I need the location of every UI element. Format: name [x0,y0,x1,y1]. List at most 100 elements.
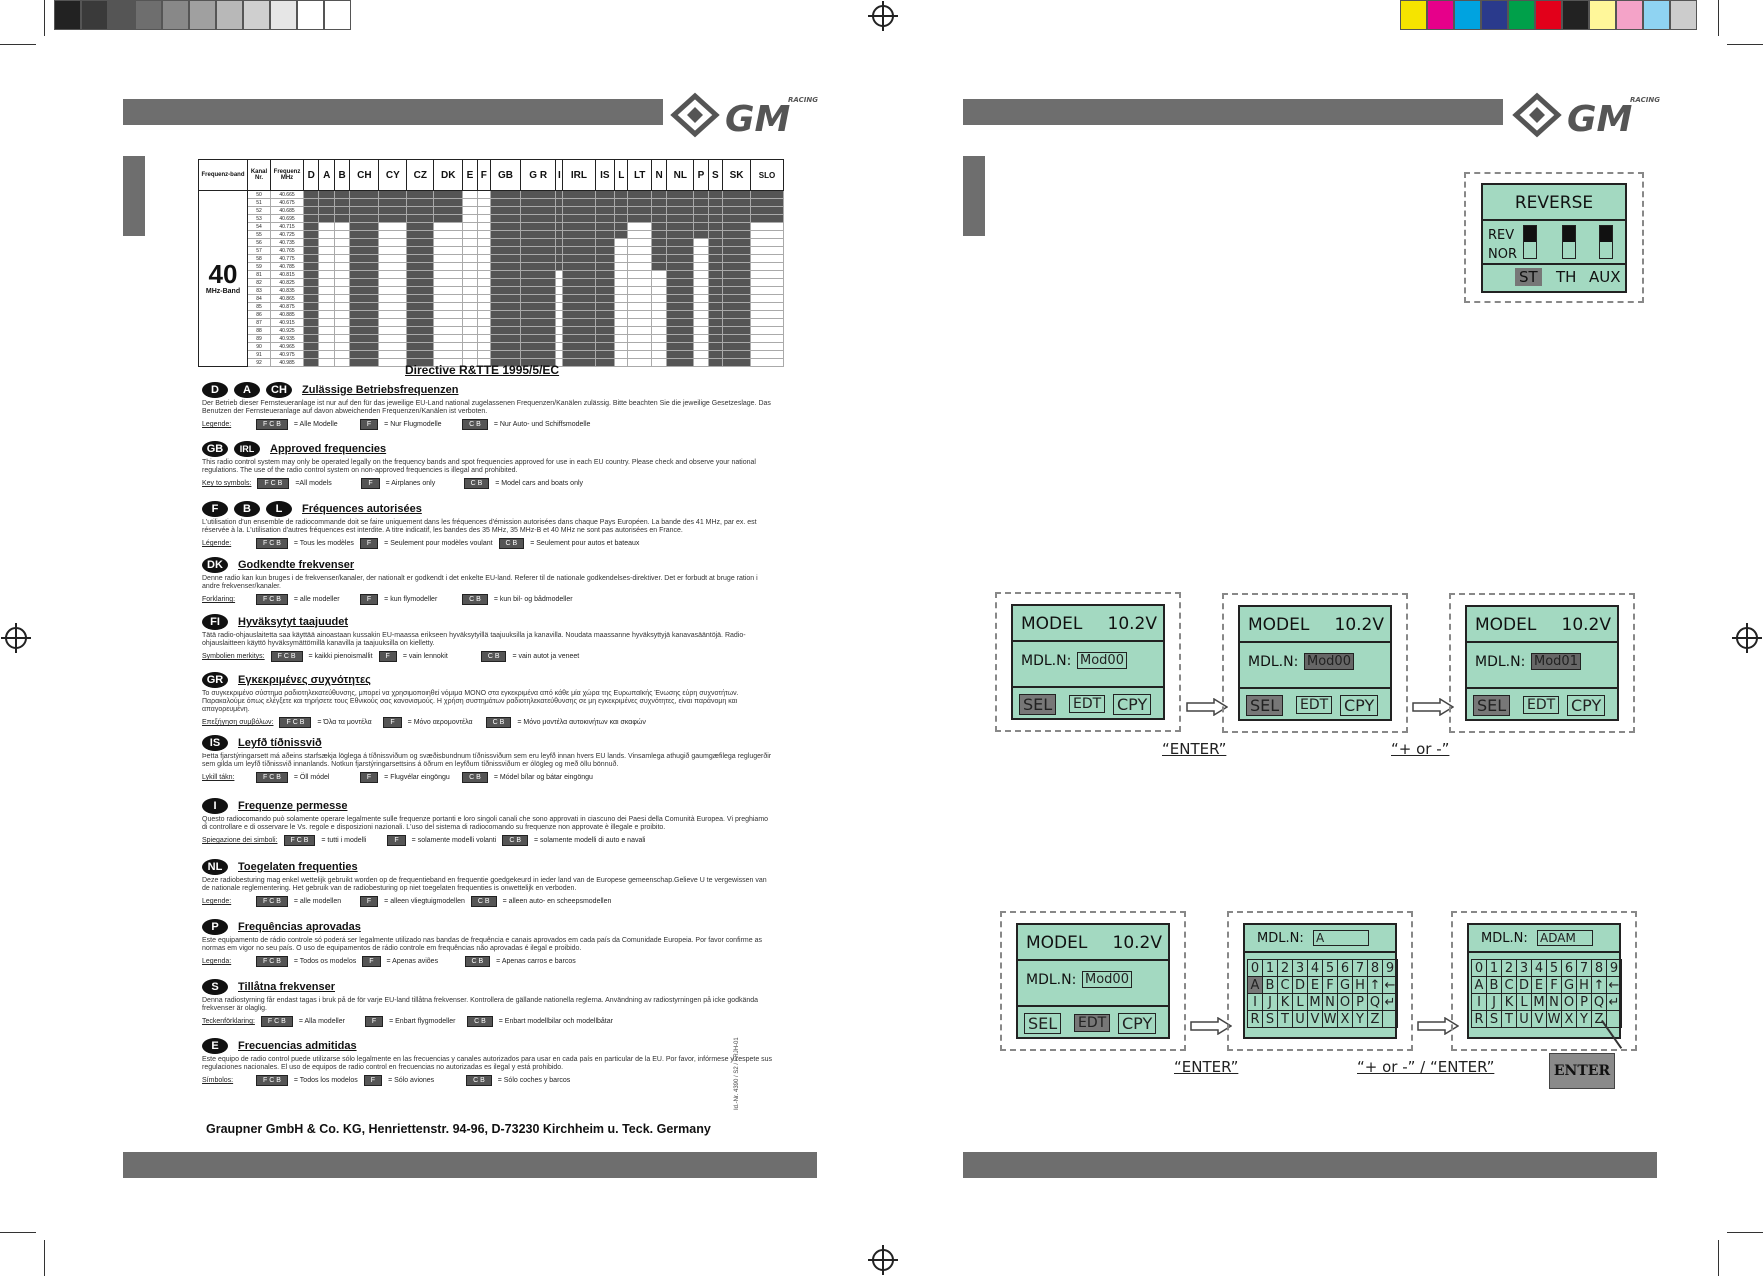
sel-button[interactable]: SEL [1019,694,1057,715]
keyboard-key[interactable]: 8 [1592,960,1607,977]
keyboard-key[interactable]: I [1472,994,1487,1011]
keyboard-key[interactable]: P [1577,994,1592,1011]
channel-aux[interactable]: AUX [1589,268,1621,286]
keyboard-key[interactable]: L [1293,994,1308,1011]
keyboard-key[interactable]: 6 [1562,960,1577,977]
keyboard-key[interactable]: J [1263,994,1278,1011]
keyboard-key[interactable]: K [1278,994,1293,1011]
keyboard-key[interactable]: 7 [1577,960,1592,977]
keyboard-key[interactable]: U [1293,1011,1308,1028]
keyboard-key[interactable]: 2 [1278,960,1293,977]
keyboard-key[interactable] [1607,1011,1622,1028]
model-name-field[interactable]: Mod00 [1304,653,1354,670]
keyboard-key[interactable]: M [1308,994,1323,1011]
keyboard-key[interactable]: Y [1353,1011,1368,1028]
keyboard-key[interactable]: B [1263,977,1278,994]
edt-button[interactable]: EDT [1523,696,1560,714]
keyboard-key[interactable]: U [1517,1011,1532,1028]
keyboard-key[interactable]: 9 [1383,960,1398,977]
keyboard-key[interactable]: W [1547,1011,1562,1028]
keyboard-key[interactable]: 9 [1607,960,1622,977]
channel-st[interactable]: ST [1515,268,1542,286]
keyboard-key[interactable]: C [1278,977,1293,994]
keyboard-key[interactable]: 1 [1487,960,1502,977]
keyboard-key[interactable]: ↑ [1368,977,1383,994]
keyboard-key[interactable]: 7 [1353,960,1368,977]
keyboard-key[interactable]: 6 [1338,960,1353,977]
keyboard-key[interactable]: D [1293,977,1308,994]
keyboard-key[interactable]: 4 [1532,960,1547,977]
keyboard-key[interactable]: R [1472,1011,1487,1028]
switch-th[interactable] [1562,225,1576,259]
keyboard-key[interactable]: K [1502,994,1517,1011]
model-name-field[interactable]: Mod01 [1531,653,1581,670]
cpy-button[interactable]: CPY [1113,694,1152,715]
keyboard-key[interactable]: Q [1368,994,1383,1011]
cpy-button[interactable]: CPY [1567,695,1606,716]
keyboard-key[interactable]: I [1248,994,1263,1011]
keyboard-key[interactable]: V [1532,1011,1547,1028]
sel-button[interactable]: SEL [1246,695,1284,716]
model-name-field[interactable]: Mod00 [1082,971,1132,988]
model-name-field[interactable]: Mod00 [1077,652,1127,669]
edt-button[interactable]: EDT [1074,1014,1111,1032]
keyboard-key[interactable]: G [1338,977,1353,994]
keyboard-key[interactable]: A [1248,977,1263,994]
keyboard-key[interactable]: S [1263,1011,1278,1028]
keyboard-key[interactable]: H [1353,977,1368,994]
keyboard-key[interactable]: 0 [1248,960,1263,977]
channel-th[interactable]: TH [1556,268,1577,286]
keyboard-key[interactable]: 8 [1368,960,1383,977]
keyboard-key[interactable]: D [1517,977,1532,994]
keyboard-key[interactable]: F [1547,977,1562,994]
keyboard-key[interactable]: C [1502,977,1517,994]
keyboard-key[interactable]: Z [1592,1011,1607,1028]
keyboard-key[interactable]: ← [1607,977,1622,994]
keyboard-key[interactable]: 2 [1502,960,1517,977]
keyboard-key[interactable]: 1 [1263,960,1278,977]
keyboard-key[interactable]: 4 [1308,960,1323,977]
keyboard-key[interactable] [1383,1011,1398,1028]
keyboard-key[interactable]: F [1323,977,1338,994]
keyboard-key[interactable]: Z [1368,1011,1383,1028]
keyboard-key[interactable]: ↵ [1383,994,1398,1011]
edt-button[interactable]: EDT [1069,695,1106,713]
keyboard-key[interactable]: S [1487,1011,1502,1028]
keyboard-key[interactable]: M [1532,994,1547,1011]
keyboard-key[interactable]: R [1248,1011,1263,1028]
keyboard-key[interactable]: N [1323,994,1338,1011]
keyboard-key[interactable]: ↑ [1592,977,1607,994]
enter-key-callout[interactable]: ENTER [1549,1053,1615,1089]
keyboard-key[interactable]: O [1338,994,1353,1011]
keyboard-key[interactable]: L [1517,994,1532,1011]
keyboard-key[interactable]: T [1502,1011,1517,1028]
keyboard-key[interactable]: B [1487,977,1502,994]
keyboard-key[interactable]: V [1308,1011,1323,1028]
keyboard-key[interactable]: Y [1577,1011,1592,1028]
keyboard-key[interactable]: Q [1592,994,1607,1011]
model-name-field[interactable]: ADAM [1537,930,1593,946]
keyboard-key[interactable]: G [1562,977,1577,994]
keyboard-key[interactable]: 3 [1293,960,1308,977]
keyboard-key[interactable]: H [1577,977,1592,994]
keyboard-key[interactable]: N [1547,994,1562,1011]
keyboard-key[interactable]: O [1562,994,1577,1011]
keyboard-key[interactable]: E [1532,977,1547,994]
model-name-field[interactable]: A [1313,930,1369,946]
switch-st[interactable] [1523,225,1537,259]
sel-button[interactable]: SEL [1024,1013,1062,1034]
keyboard-key[interactable]: ← [1383,977,1398,994]
keyboard-key[interactable]: 0 [1472,960,1487,977]
cpy-button[interactable]: CPY [1340,695,1379,716]
keyboard-key[interactable]: W [1323,1011,1338,1028]
keyboard-key[interactable]: X [1338,1011,1353,1028]
keyboard-key[interactable]: J [1487,994,1502,1011]
keyboard-key[interactable]: 5 [1547,960,1562,977]
keyboard-key[interactable]: 3 [1517,960,1532,977]
keyboard-key[interactable]: X [1562,1011,1577,1028]
edt-button[interactable]: EDT [1296,696,1333,714]
keyboard-key[interactable]: P [1353,994,1368,1011]
keyboard-key[interactable]: E [1308,977,1323,994]
keyboard-key[interactable]: 5 [1323,960,1338,977]
sel-button[interactable]: SEL [1473,695,1511,716]
